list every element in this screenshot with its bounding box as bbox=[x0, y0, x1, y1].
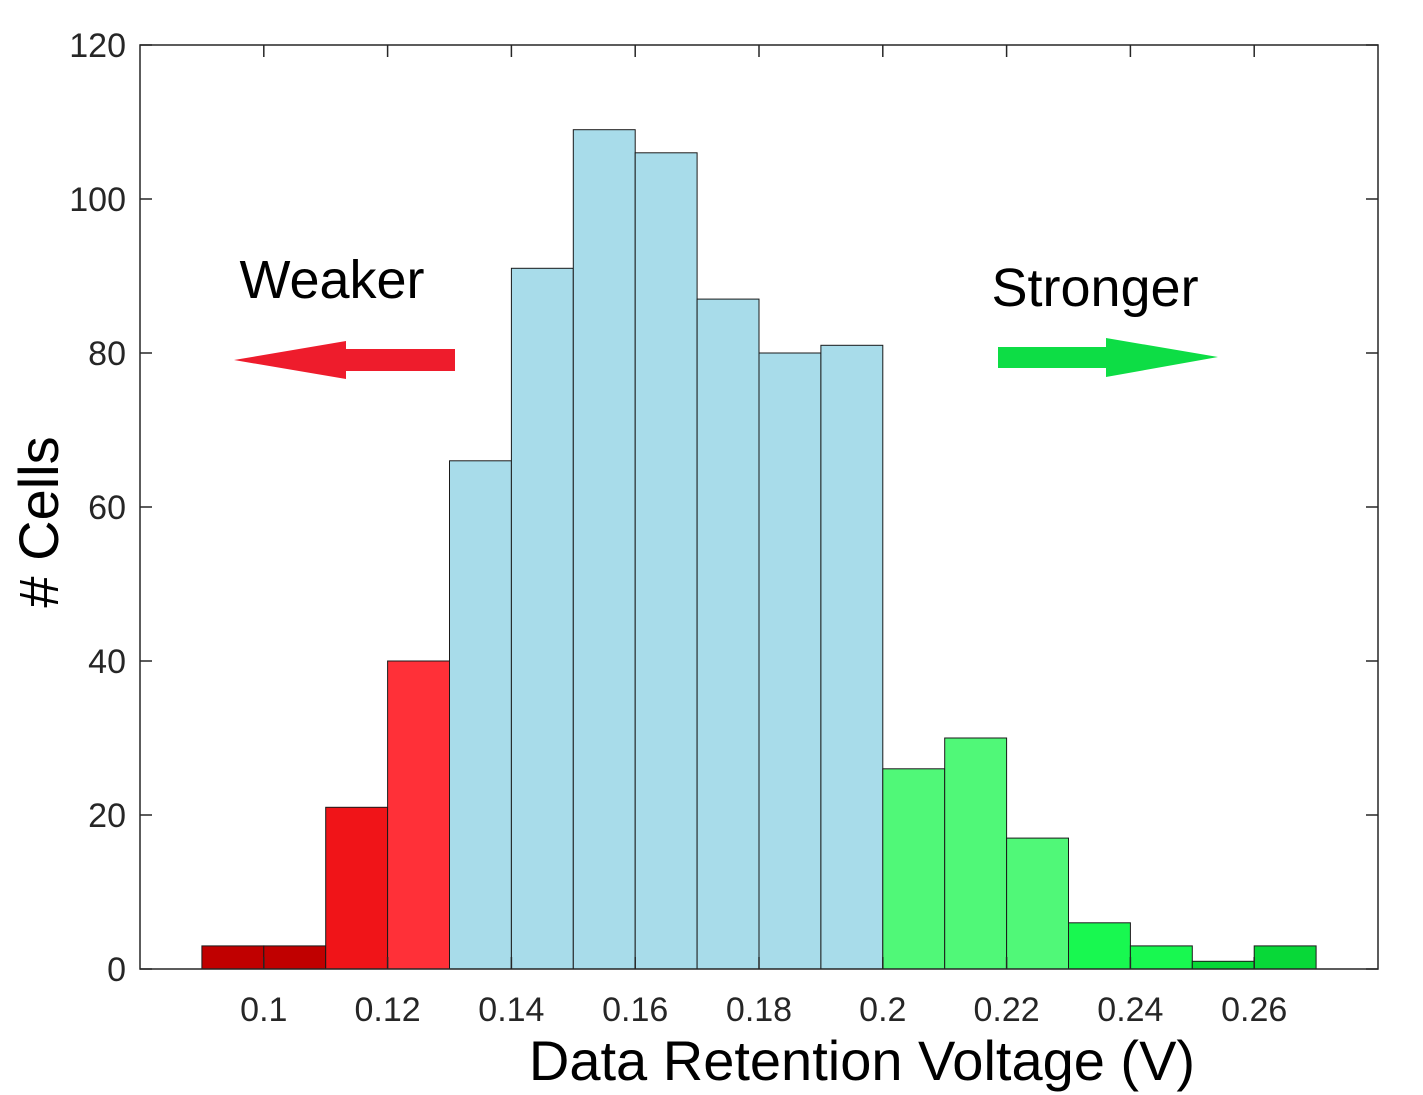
annotation-weaker: Weaker bbox=[239, 250, 424, 310]
y-tick-label-4: 80 bbox=[88, 335, 126, 373]
x-tick-labels: 0.1 0.12 0.14 0.16 0.18 0.2 0.22 0.24 0.26 bbox=[240, 991, 1287, 1029]
histogram-bar-11 bbox=[882, 768, 946, 970]
bars-group bbox=[201, 129, 1317, 970]
x-tick-label-2: 0.14 bbox=[478, 991, 544, 1029]
stronger-arrow-icon bbox=[998, 338, 1218, 377]
histogram-bar-17 bbox=[1253, 945, 1317, 970]
histogram-bar-10 bbox=[820, 344, 884, 970]
x-tick-label-7: 0.24 bbox=[1097, 991, 1163, 1029]
x-tick-label-0: 0.1 bbox=[240, 991, 287, 1029]
x-tick-label-4: 0.18 bbox=[726, 991, 792, 1029]
histogram-bar-12 bbox=[944, 737, 1008, 970]
y-tick-label-1: 20 bbox=[88, 797, 126, 835]
weaker-arrow-icon bbox=[234, 341, 455, 379]
histogram-bar-9 bbox=[758, 352, 822, 970]
histogram-bar-6 bbox=[572, 129, 636, 970]
histogram-bar-2 bbox=[325, 806, 389, 970]
histogram-bar-16 bbox=[1191, 960, 1255, 970]
x-axis-title: Data Retention Voltage (V) bbox=[529, 1029, 1195, 1092]
x-tick-label-3: 0.16 bbox=[602, 991, 668, 1029]
histogram-bar-0 bbox=[201, 945, 265, 970]
x-tick-label-1: 0.12 bbox=[355, 991, 421, 1029]
histogram-bar-1 bbox=[263, 945, 327, 970]
y-tick-label-5: 100 bbox=[69, 181, 126, 219]
histogram-bar-15 bbox=[1129, 945, 1193, 970]
x-tick-label-6: 0.22 bbox=[974, 991, 1040, 1029]
y-tick-label-3: 60 bbox=[88, 489, 126, 527]
histogram-bar-5 bbox=[510, 267, 574, 970]
annotation-stronger: Stronger bbox=[991, 258, 1198, 318]
y-tick-label-6: 120 bbox=[69, 27, 126, 65]
y-axis-title: # Cells bbox=[7, 436, 70, 607]
histogram-bar-4 bbox=[449, 460, 512, 970]
histogram-bar-8 bbox=[696, 298, 760, 970]
x-tick-label-8: 0.26 bbox=[1221, 991, 1287, 1029]
histogram-bar-14 bbox=[1068, 922, 1131, 970]
y-tick-labels: 0 20 40 60 80 100 120 bbox=[69, 27, 126, 989]
x-tick-label-5: 0.2 bbox=[859, 991, 906, 1029]
histogram-bar-3 bbox=[387, 660, 451, 970]
ticks-group bbox=[140, 44, 1378, 970]
histogram-bar-7 bbox=[634, 152, 698, 970]
y-tick-label-0: 0 bbox=[107, 951, 126, 989]
histogram-bar-13 bbox=[1006, 837, 1069, 970]
y-tick-label-2: 40 bbox=[88, 643, 126, 681]
